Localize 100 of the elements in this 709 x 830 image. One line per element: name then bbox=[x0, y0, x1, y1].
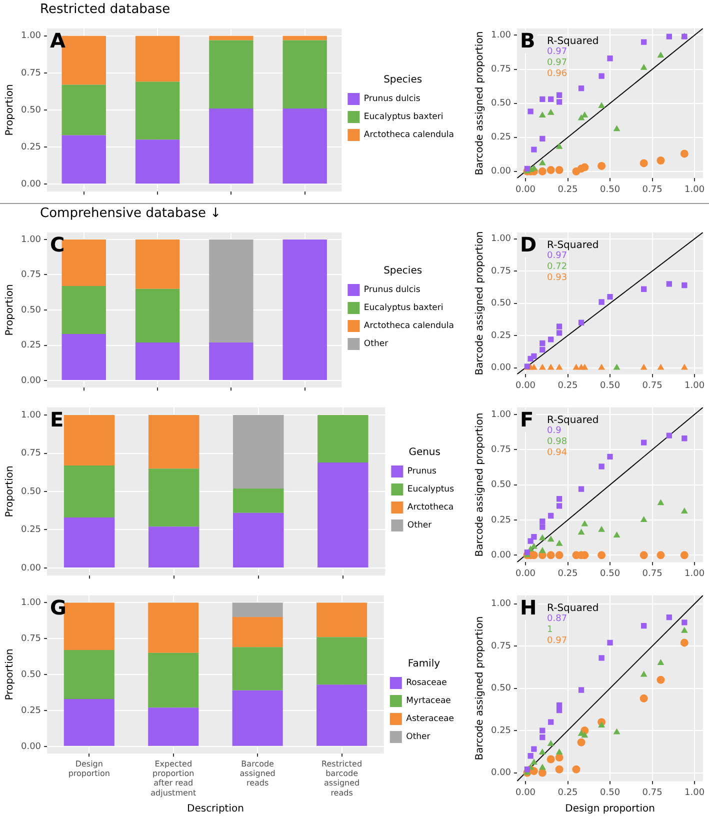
bar bbox=[316, 637, 368, 685]
point bbox=[581, 112, 588, 118]
annotation: 0.97 bbox=[547, 251, 568, 262]
point bbox=[640, 694, 648, 702]
point bbox=[598, 526, 606, 532]
bar bbox=[135, 288, 180, 342]
y-tick-label: 0.50 bbox=[20, 305, 42, 316]
legend-label: Prunus dulcis bbox=[364, 285, 421, 296]
legend-label: Eucalyptus baxteri bbox=[364, 112, 444, 122]
bar bbox=[209, 36, 254, 40]
point bbox=[657, 658, 664, 665]
point bbox=[540, 136, 546, 142]
y-tick-label: 0.25 bbox=[490, 132, 512, 143]
point bbox=[640, 364, 648, 370]
point bbox=[680, 364, 688, 370]
point bbox=[581, 732, 588, 738]
bar bbox=[233, 512, 284, 568]
y-tick-label: 0.50 bbox=[490, 684, 512, 694]
point bbox=[640, 516, 648, 522]
point bbox=[547, 364, 554, 370]
y-tick-label: 0.25 bbox=[20, 525, 42, 536]
bar bbox=[318, 462, 368, 568]
point bbox=[657, 364, 664, 370]
bar bbox=[62, 84, 106, 136]
text: Comprehensive database ↓ bbox=[39, 205, 222, 223]
annotation: 0.72 bbox=[547, 262, 568, 272]
bar bbox=[135, 82, 180, 140]
point bbox=[556, 330, 562, 336]
x-tick-label: Barcode assigned reads bbox=[240, 759, 276, 788]
legend-label: Eucalyptus baxteri bbox=[364, 303, 444, 314]
point bbox=[680, 638, 688, 647]
point bbox=[640, 551, 648, 560]
y-tick-label: 0.00 bbox=[20, 742, 42, 752]
x-tick-label: 0.25 bbox=[558, 568, 578, 579]
point bbox=[531, 534, 537, 540]
bar bbox=[135, 342, 180, 380]
point bbox=[656, 676, 665, 684]
y-tick-label: 0.00 bbox=[490, 363, 512, 374]
point bbox=[578, 687, 584, 693]
point bbox=[556, 142, 563, 149]
y-tick-label: 0.00 bbox=[490, 166, 512, 177]
point bbox=[556, 364, 563, 370]
point bbox=[538, 167, 546, 176]
legend-label: Arctotheca calendula bbox=[364, 130, 454, 140]
legend-label: Eucalyptus bbox=[407, 484, 455, 495]
point bbox=[640, 159, 648, 168]
x-tick-label: 0.00 bbox=[515, 380, 536, 391]
point bbox=[640, 670, 648, 677]
point bbox=[528, 753, 534, 759]
y-tick-label: 1.00 bbox=[490, 599, 512, 610]
point bbox=[680, 551, 688, 560]
y-tick-label: 0.75 bbox=[490, 641, 512, 652]
point bbox=[578, 85, 584, 92]
point bbox=[546, 166, 555, 174]
annotation: R-Squared bbox=[547, 240, 599, 251]
y-tick-label: 0.50 bbox=[20, 105, 42, 116]
legend-label: Other bbox=[406, 732, 431, 742]
point bbox=[524, 766, 530, 772]
legend-title: Species bbox=[384, 74, 422, 86]
point bbox=[598, 102, 606, 108]
annotation: 0.96 bbox=[547, 69, 568, 80]
bar bbox=[233, 415, 284, 488]
x-tick-label: 0.75 bbox=[642, 380, 662, 391]
y-tick-label: 1.00 bbox=[490, 30, 512, 41]
point bbox=[548, 719, 554, 725]
point bbox=[607, 640, 613, 646]
bar bbox=[135, 239, 180, 289]
legend-label: Rosaceae bbox=[406, 678, 447, 688]
bar bbox=[209, 108, 254, 184]
point bbox=[556, 99, 562, 105]
bar bbox=[135, 140, 180, 184]
annotation: R-Squared bbox=[547, 36, 599, 47]
point bbox=[682, 282, 688, 288]
point bbox=[547, 740, 554, 746]
point bbox=[538, 546, 546, 553]
bar bbox=[318, 415, 368, 462]
bar bbox=[282, 36, 327, 40]
y-tick-label: 0.25 bbox=[490, 330, 512, 341]
bar bbox=[209, 40, 254, 109]
point bbox=[656, 551, 665, 560]
point bbox=[598, 364, 606, 370]
point bbox=[531, 146, 537, 152]
point bbox=[556, 92, 562, 98]
bar bbox=[64, 650, 114, 699]
point bbox=[531, 746, 537, 752]
text: Restricted database bbox=[39, 1, 172, 19]
point bbox=[540, 340, 546, 346]
x-tick-label: 0.50 bbox=[600, 568, 620, 579]
y-tick-label: 0.50 bbox=[20, 486, 42, 497]
annotation: 0.9 bbox=[547, 426, 562, 436]
legend-title: Genus bbox=[408, 447, 440, 458]
bar bbox=[62, 239, 106, 286]
point bbox=[556, 540, 563, 546]
point bbox=[666, 614, 672, 620]
annotation: R-Squared bbox=[547, 602, 599, 614]
point bbox=[555, 551, 564, 560]
y-tick-label: 0.75 bbox=[20, 270, 42, 280]
point bbox=[548, 512, 554, 519]
point bbox=[641, 622, 647, 629]
point bbox=[641, 440, 647, 446]
